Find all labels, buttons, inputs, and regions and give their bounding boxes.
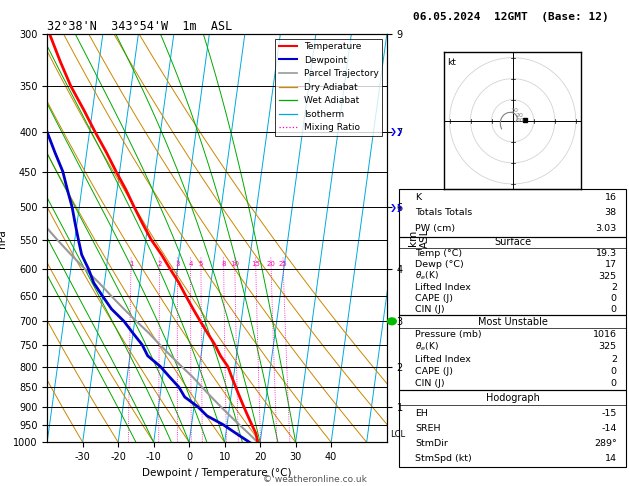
Text: 0: 0	[611, 305, 617, 314]
Text: 06.05.2024  12GMT  (Base: 12): 06.05.2024 12GMT (Base: 12)	[413, 12, 609, 22]
Text: CIN (J): CIN (J)	[415, 305, 445, 314]
Text: 4: 4	[188, 261, 192, 267]
Y-axis label: km
ASL: km ASL	[408, 228, 430, 248]
Text: 17: 17	[605, 260, 617, 269]
Text: -15: -15	[601, 409, 617, 417]
Text: 2: 2	[611, 354, 617, 364]
Text: © weatheronline.co.uk: © weatheronline.co.uk	[262, 474, 367, 484]
Text: 3.03: 3.03	[596, 224, 617, 233]
Text: 20: 20	[267, 261, 276, 267]
Text: K: K	[415, 192, 421, 202]
Text: 30: 30	[511, 108, 518, 113]
Text: 5: 5	[199, 261, 203, 267]
Text: Lifted Index: Lifted Index	[415, 354, 471, 364]
Text: 0: 0	[611, 367, 617, 376]
Text: Most Unstable: Most Unstable	[477, 317, 548, 327]
Text: 2: 2	[157, 261, 162, 267]
Text: CAPE (J): CAPE (J)	[415, 294, 454, 303]
Text: 2: 2	[611, 283, 617, 292]
Text: 325: 325	[599, 342, 617, 351]
Text: Dewp (°C): Dewp (°C)	[415, 260, 464, 269]
Text: StmDir: StmDir	[415, 439, 448, 448]
Text: CIN (J): CIN (J)	[415, 380, 445, 388]
Text: ❯❯: ❯❯	[390, 203, 404, 212]
Legend: Temperature, Dewpoint, Parcel Trajectory, Dry Adiabat, Wet Adiabat, Isotherm, Mi: Temperature, Dewpoint, Parcel Trajectory…	[275, 38, 382, 136]
Text: EH: EH	[415, 409, 428, 417]
Text: $\theta_e$(K): $\theta_e$(K)	[415, 340, 439, 353]
Text: 32°38'N  343°54'W  1m  ASL: 32°38'N 343°54'W 1m ASL	[47, 20, 233, 33]
Text: 10: 10	[516, 118, 523, 123]
Text: 15: 15	[252, 261, 260, 267]
Text: 25: 25	[279, 261, 287, 267]
Text: 289°: 289°	[594, 439, 617, 448]
Y-axis label: hPa: hPa	[0, 229, 8, 247]
Text: CAPE (J): CAPE (J)	[415, 367, 454, 376]
Text: PW (cm): PW (cm)	[415, 224, 455, 233]
Text: Totals Totals: Totals Totals	[415, 208, 472, 217]
Text: 1016: 1016	[593, 330, 617, 339]
Text: kt: kt	[447, 58, 456, 67]
Text: $\theta_e$(K): $\theta_e$(K)	[415, 270, 439, 282]
Text: 16: 16	[605, 192, 617, 202]
Text: Pressure (mb): Pressure (mb)	[415, 330, 482, 339]
Text: SREH: SREH	[415, 424, 441, 433]
Text: 325: 325	[599, 272, 617, 280]
Text: 8: 8	[221, 261, 226, 267]
Text: 1: 1	[129, 261, 133, 267]
Text: 0: 0	[611, 294, 617, 303]
Text: 14: 14	[605, 454, 617, 464]
Text: -14: -14	[601, 424, 617, 433]
Text: 3: 3	[175, 261, 180, 267]
Text: LCL: LCL	[390, 430, 405, 439]
Text: 19.3: 19.3	[596, 249, 617, 258]
Text: Surface: Surface	[494, 237, 532, 247]
X-axis label: Dewpoint / Temperature (°C): Dewpoint / Temperature (°C)	[142, 468, 292, 478]
Text: 0: 0	[611, 380, 617, 388]
Text: ❯❯: ❯❯	[390, 127, 404, 136]
Text: Hodograph: Hodograph	[486, 393, 540, 403]
Text: 38: 38	[604, 208, 617, 217]
Text: Lifted Index: Lifted Index	[415, 283, 471, 292]
Text: 20: 20	[516, 113, 523, 118]
Text: StmSpd (kt): StmSpd (kt)	[415, 454, 472, 464]
Text: Temp (°C): Temp (°C)	[415, 249, 462, 258]
Text: 10: 10	[230, 261, 240, 267]
